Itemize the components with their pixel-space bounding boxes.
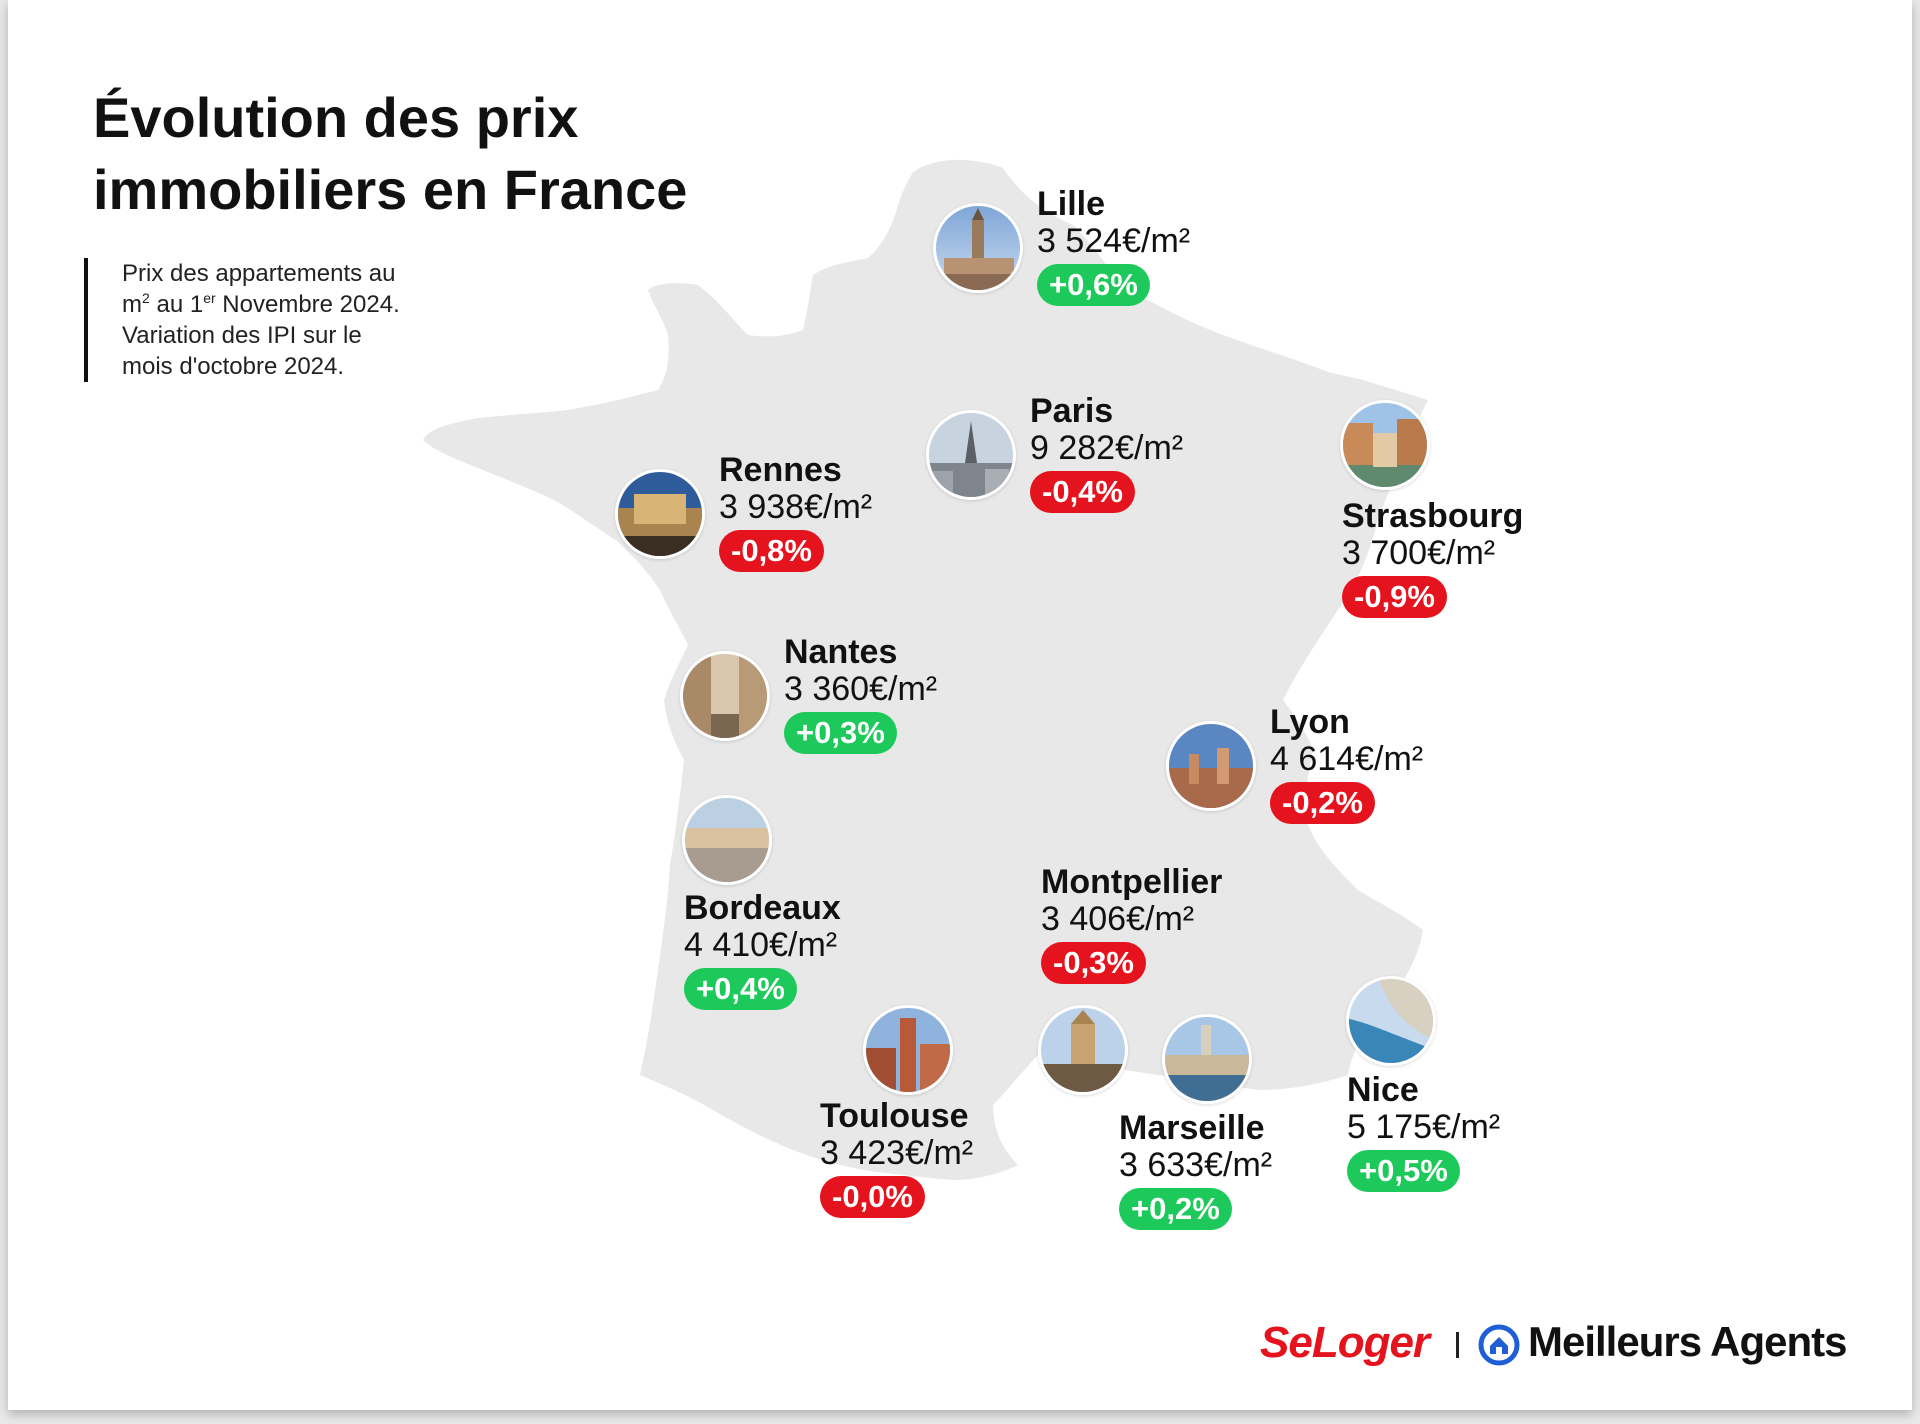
subtitle-line-2-post: Novembre 2024. [215, 291, 400, 318]
title-line-1: Évolution des prix [93, 86, 579, 149]
city-toulouse: Toulouse 3 423€/m² -0,0% [820, 1098, 973, 1218]
meilleurs-agents-logo: Meilleurs Agents [1528, 1318, 1848, 1365]
variation-badge-bordeaux: +0,4% [684, 968, 797, 1010]
subtitle-sup-er: er [203, 290, 216, 306]
variation-badge-lyon: -0,2% [1270, 782, 1375, 824]
city-nice: Nice 5 175€/m² +0,5% [1347, 1072, 1500, 1192]
toulouse-street-photo [863, 1005, 953, 1095]
variation-badge-paris: -0,4% [1030, 471, 1135, 513]
france-silhouette [423, 159, 1428, 1180]
subtitle-line-3: Variation des IPI sur le [122, 322, 362, 349]
city-name-nantes: Nantes [784, 633, 898, 671]
subtitle-line-2-mid: au 1 [149, 291, 204, 318]
city-montpellier: Montpellier 3 406€/m² -0,3% [1041, 864, 1222, 984]
seloger-logo: SeLoger [1260, 1318, 1430, 1367]
variation-badge-strasbourg: -0,9% [1342, 576, 1447, 618]
variation-badge-montpellier: -0,3% [1041, 942, 1146, 984]
subtitle-line-4: mois d'octobre 2024. [122, 353, 345, 380]
city-strasbourg: Strasbourg 3 700€/m² -0,9% [1342, 498, 1523, 618]
rennes-carousel-photo [615, 469, 705, 559]
city-price-lyon: 4 614€/m² [1270, 740, 1424, 778]
variation-badge-nice: +0,5% [1347, 1150, 1460, 1192]
city-lyon: Lyon 4 614€/m² -0,2% [1270, 704, 1423, 824]
city-price-nice: 5 175€/m² [1347, 1108, 1501, 1146]
city-name-montpellier: Montpellier [1041, 863, 1223, 901]
paris-eiffel-tower-photo [926, 410, 1016, 500]
city-name-strasbourg: Strasbourg [1342, 497, 1524, 535]
subtitle-line-1: Prix des appartements au [122, 260, 396, 287]
city-marseille: Marseille 3 633€/m² +0,2% [1119, 1110, 1272, 1230]
city-rennes: Rennes 3 938€/m² -0,8% [719, 452, 872, 572]
city-price-bordeaux: 4 410€/m² [684, 926, 838, 964]
house-circle-icon [1478, 1324, 1520, 1366]
montpellier-cathedral-photo [1038, 1005, 1128, 1095]
city-price-montpellier: 3 406€/m² [1041, 900, 1195, 938]
city-name-marseille: Marseille [1119, 1109, 1265, 1147]
city-price-strasbourg: 3 700€/m² [1342, 534, 1496, 572]
city-name-bordeaux: Bordeaux [684, 889, 841, 927]
city-price-rennes: 3 938€/m² [719, 488, 873, 526]
city-name-toulouse: Toulouse [820, 1097, 969, 1135]
logo-divider [1456, 1332, 1459, 1358]
city-paris: Paris 9 282€/m² -0,4% [1030, 393, 1183, 513]
lyon-skyline-photo [1166, 721, 1256, 811]
strasbourg-canal-photo [1340, 400, 1430, 490]
city-price-nantes: 3 360€/m² [784, 670, 938, 708]
subtitle-line-2-pre: m [122, 291, 142, 318]
city-price-toulouse: 3 423€/m² [820, 1134, 974, 1172]
title-line-2: immobiliers en France [93, 158, 688, 221]
variation-badge-nantes: +0,3% [784, 712, 897, 754]
variation-badge-marseille: +0,2% [1119, 1188, 1232, 1230]
city-name-nice: Nice [1347, 1071, 1419, 1109]
nice-promenade-photo [1346, 976, 1436, 1066]
page-title: Évolution des prix immobiliers en France [93, 82, 913, 226]
subtitle-sup-squared: 2 [142, 290, 150, 306]
city-price-paris: 9 282€/m² [1030, 429, 1184, 467]
lille-belfry-photo [933, 203, 1023, 293]
marseille-harbour-photo [1162, 1014, 1252, 1104]
city-name-rennes: Rennes [719, 451, 842, 489]
city-nantes: Nantes 3 360€/m² +0,3% [784, 634, 937, 754]
city-bordeaux: Bordeaux 4 410€/m² +0,4% [684, 890, 841, 1010]
subtitle-line-2: m2 au 1er Novembre 2024. [122, 289, 400, 320]
variation-badge-toulouse: -0,0% [820, 1176, 925, 1218]
city-name-lyon: Lyon [1270, 703, 1350, 741]
city-name-lille: Lille [1037, 185, 1106, 223]
subtitle: Prix des appartements au m2 au 1er Novem… [84, 258, 400, 382]
city-price-marseille: 3 633€/m² [1119, 1146, 1273, 1184]
variation-badge-rennes: -0,8% [719, 530, 824, 572]
city-name-paris: Paris [1030, 392, 1114, 430]
city-price-lille: 3 524€/m² [1037, 222, 1191, 260]
bordeaux-riverfront-photo [682, 795, 772, 885]
nantes-street-photo [680, 651, 770, 741]
variation-badge-lille: +0,6% [1037, 264, 1150, 306]
france-map [423, 159, 1428, 1180]
city-lille: Lille 3 524€/m² +0,6% [1037, 186, 1190, 306]
infographic-card: Évolution des prix immobiliers en France… [8, 0, 1912, 1410]
